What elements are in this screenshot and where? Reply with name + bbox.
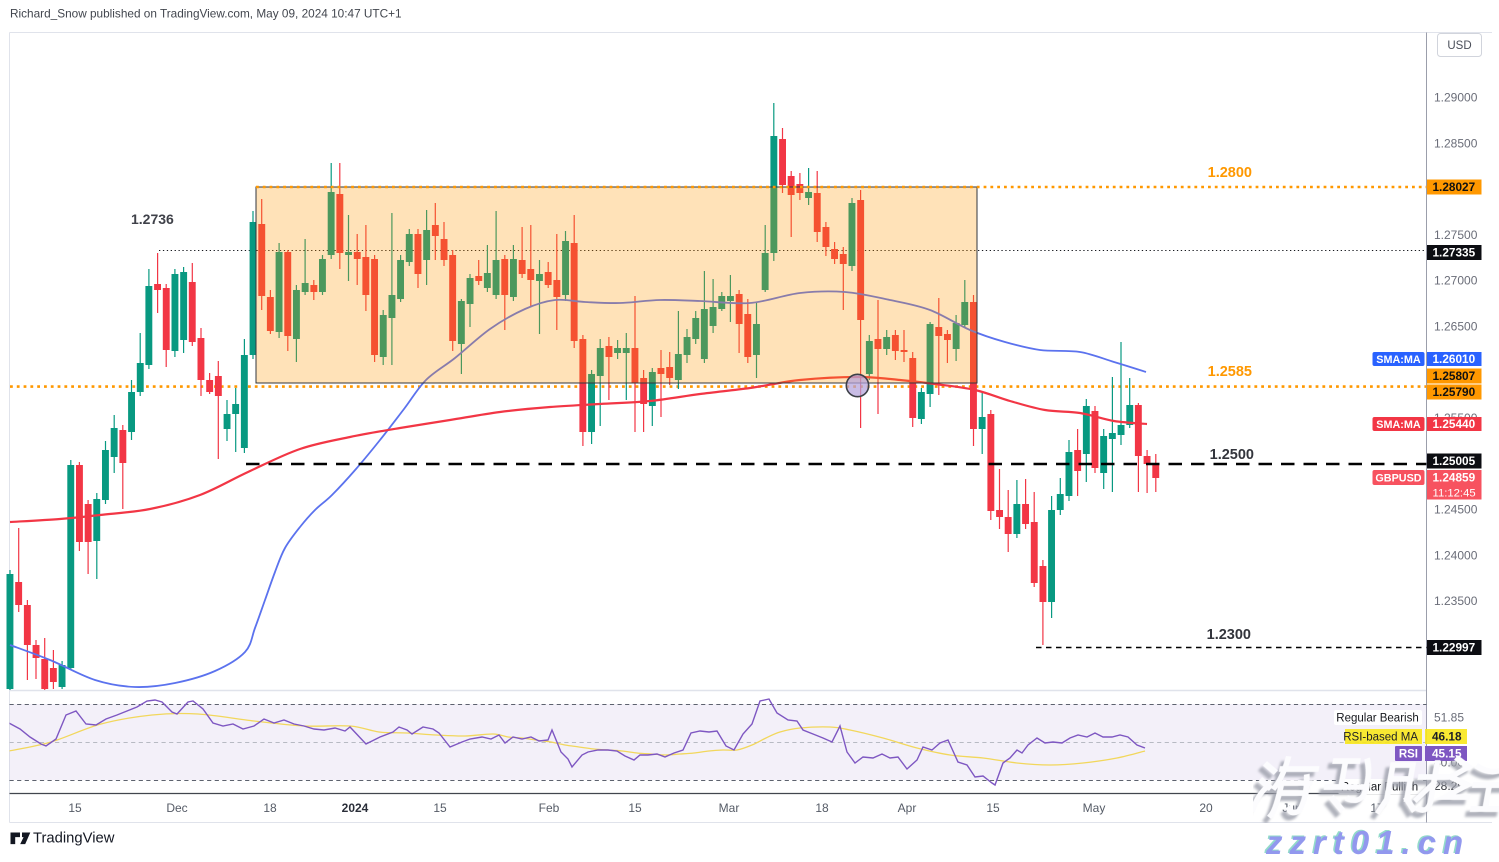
svg-text:1.28500: 1.28500 bbox=[1434, 136, 1478, 150]
svg-text:1.28027: 1.28027 bbox=[1433, 180, 1476, 194]
svg-text:1.2585: 1.2585 bbox=[1208, 364, 1252, 380]
svg-text:Richard_Snow published on Trad: Richard_Snow published on TradingView.co… bbox=[10, 7, 402, 21]
svg-text:May: May bbox=[1083, 801, 1106, 815]
svg-text:GBPUSD: GBPUSD bbox=[1375, 472, 1421, 484]
svg-text:1.25440: 1.25440 bbox=[1433, 417, 1476, 431]
svg-text:RSI-based MA: RSI-based MA bbox=[1343, 732, 1418, 744]
svg-text:1.24859: 1.24859 bbox=[1433, 471, 1476, 485]
svg-text:1.27335: 1.27335 bbox=[1433, 246, 1476, 260]
svg-text:46.18: 46.18 bbox=[1432, 730, 1462, 744]
svg-text:1.2800: 1.2800 bbox=[1208, 165, 1252, 181]
svg-text:1.25005: 1.25005 bbox=[1433, 454, 1476, 468]
svg-text:1.27500: 1.27500 bbox=[1434, 228, 1478, 242]
svg-text:1.26500: 1.26500 bbox=[1434, 320, 1478, 334]
svg-text:1.24000: 1.24000 bbox=[1434, 548, 1478, 562]
svg-text:Regular Bearish: Regular Bearish bbox=[1336, 713, 1418, 725]
svg-text:45.15: 45.15 bbox=[1432, 747, 1462, 761]
svg-text:1.24500: 1.24500 bbox=[1434, 503, 1478, 517]
svg-text:Mar: Mar bbox=[719, 801, 740, 815]
svg-text:SMA:MA: SMA:MA bbox=[1376, 419, 1421, 431]
svg-text:1.2300: 1.2300 bbox=[1207, 627, 1251, 643]
svg-text:51.85: 51.85 bbox=[1434, 711, 1464, 725]
svg-text:1.25790: 1.25790 bbox=[1433, 385, 1476, 399]
svg-text:RSI: RSI bbox=[1399, 749, 1418, 761]
svg-text:1.2500: 1.2500 bbox=[1210, 447, 1254, 463]
svg-text:SMA:MA: SMA:MA bbox=[1376, 354, 1421, 366]
svg-text:Apr: Apr bbox=[898, 801, 917, 815]
svg-text:1.22997: 1.22997 bbox=[1433, 641, 1476, 655]
svg-text:1.26010: 1.26010 bbox=[1433, 352, 1476, 366]
svg-text:11:12:45: 11:12:45 bbox=[1433, 488, 1476, 500]
svg-text:1.29000: 1.29000 bbox=[1434, 91, 1478, 105]
svg-text:2024: 2024 bbox=[342, 801, 369, 815]
svg-text:15: 15 bbox=[433, 801, 447, 815]
svg-text:15: 15 bbox=[68, 801, 82, 815]
svg-text:20: 20 bbox=[1199, 801, 1213, 815]
svg-text:15: 15 bbox=[986, 801, 1000, 815]
svg-text:Feb: Feb bbox=[539, 801, 560, 815]
svg-text:USD: USD bbox=[1447, 40, 1471, 52]
svg-text:Dec: Dec bbox=[166, 801, 187, 815]
svg-text:15: 15 bbox=[628, 801, 642, 815]
svg-text:1.27000: 1.27000 bbox=[1434, 274, 1478, 288]
svg-text:1.25807: 1.25807 bbox=[1433, 369, 1476, 383]
svg-text:18: 18 bbox=[263, 801, 277, 815]
svg-text:18: 18 bbox=[815, 801, 829, 815]
svg-text:1.2736: 1.2736 bbox=[131, 211, 174, 227]
svg-text:1.23500: 1.23500 bbox=[1434, 594, 1478, 608]
svg-text:TradingView: TradingView bbox=[33, 831, 115, 847]
